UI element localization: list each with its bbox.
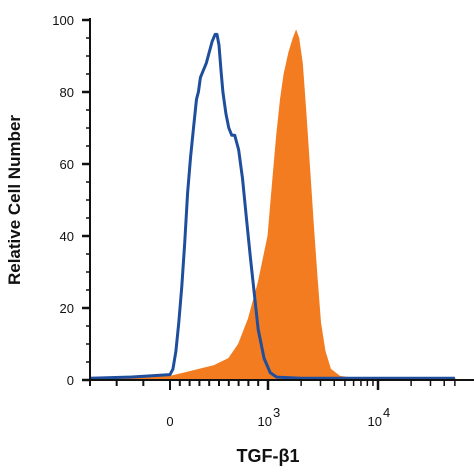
y-axis-title: Relative Cell Number [5,115,24,285]
y-tick-label: 60 [60,157,74,172]
x-tick-exponent: 3 [273,405,280,420]
filled-histogram-series [89,29,456,381]
y-tick-label: 40 [60,229,74,244]
x-tick-label: 0 [166,414,173,429]
x-tick-exponent: 4 [383,405,390,420]
y-tick-label: 80 [60,85,74,100]
y-tick-label: 0 [67,373,74,388]
outline-histogram-series [89,32,455,380]
y-tick-label: 100 [52,13,74,28]
y-tick-label: 20 [60,301,74,316]
x-axis-title: TGF-β1 [237,446,300,466]
x-tick-label: 10 [258,414,272,429]
x-tick-label: 10 [368,414,382,429]
